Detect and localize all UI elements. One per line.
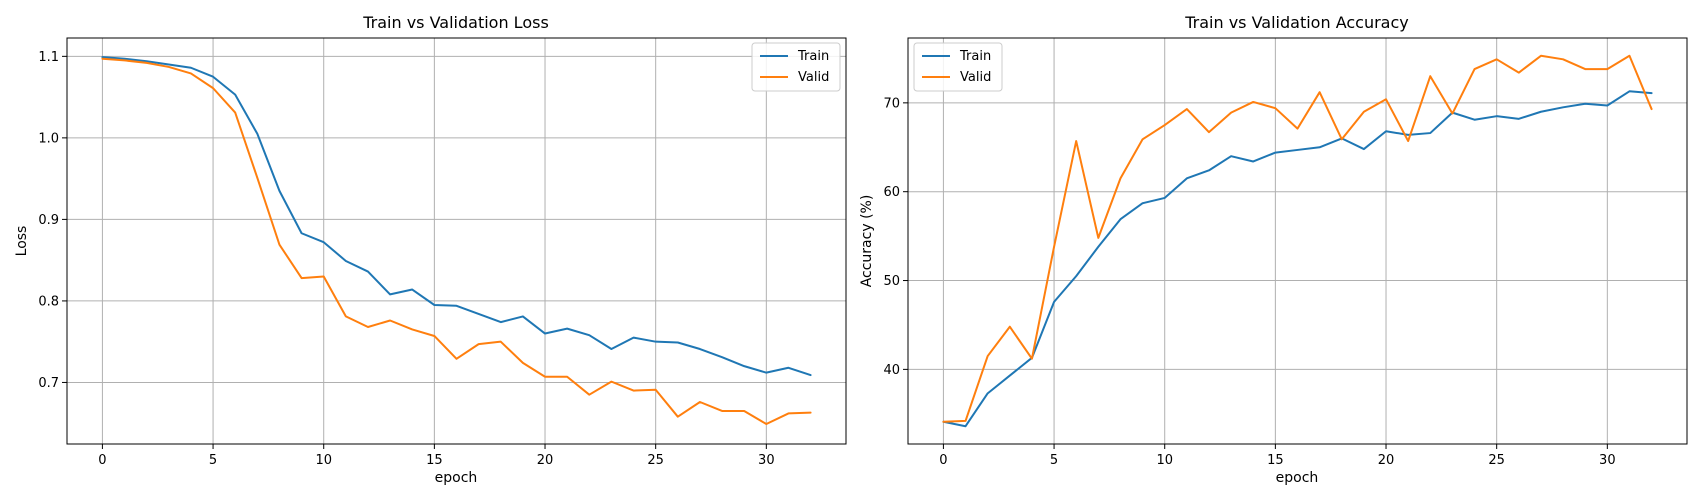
loss-train-line (101, 56, 812, 377)
accuracy-x-tick-label: 15 (1267, 453, 1284, 468)
accuracy-legend: Train Valid (913, 42, 1003, 92)
accuracy-series (942, 54, 1653, 428)
loss-x-tick-label: 25 (647, 453, 664, 468)
accuracy-train-line (942, 90, 1653, 428)
loss-grid (67, 38, 846, 444)
accuracy-legend-train-label: Train (959, 49, 991, 64)
accuracy-x-tick-label: 25 (1488, 453, 1505, 468)
loss-legend-valid-label: Valid (798, 70, 829, 85)
accuracy-y-tick-label: 50 (883, 274, 900, 289)
loss-y-tick-label: 0.7 (38, 376, 59, 391)
loss-x-tick-label: 5 (209, 453, 217, 468)
accuracy-chart-title: Train vs Validation Accuracy (1184, 13, 1409, 32)
accuracy-axes-frame (907, 37, 1688, 445)
loss-chart: 0 5 10 15 20 25 30 0.7 0.8 0.9 1.0 1.1 Train vs Val… (14, 13, 847, 486)
loss-legend-train-label: Train (797, 49, 829, 64)
accuracy-x-tick-label: 5 (1050, 453, 1058, 468)
accuracy-x-axis-label: epoch (1276, 470, 1319, 486)
accuracy-legend-valid-label: Valid (960, 70, 991, 85)
loss-plot-area (67, 38, 846, 444)
loss-y-tick-label: 0.8 (38, 294, 59, 309)
accuracy-x-tick-label: 30 (1599, 453, 1616, 468)
accuracy-chart: 0 5 10 15 20 25 30 40 50 60 70 Train vs Validation… (859, 13, 1688, 486)
accuracy-y-tick-label: 70 (883, 96, 900, 111)
loss-x-tick-label: 10 (315, 453, 332, 468)
accuracy-y-tick-label: 60 (883, 185, 900, 200)
loss-y-axis-label: Loss (14, 226, 30, 257)
accuracy-y-tick-label: 40 (883, 363, 900, 378)
accuracy-plot-area (908, 38, 1687, 444)
accuracy-x-tick-label: 20 (1378, 453, 1395, 468)
accuracy-valid-line (942, 54, 1653, 423)
loss-ticks: 0 5 10 15 20 25 30 0.7 0.8 0.9 1.0 1.1 (38, 50, 774, 468)
loss-y-tick-label: 1.0 (38, 131, 59, 146)
accuracy-y-axis-label: Accuracy (%) (859, 195, 875, 288)
accuracy-x-tick-label: 10 (1156, 453, 1173, 468)
accuracy-x-tick-label: 0 (939, 453, 947, 468)
accuracy-ticks: 0 5 10 15 20 25 30 40 50 60 70 (883, 96, 1615, 468)
loss-legend: Train Valid (751, 42, 841, 92)
loss-x-tick-label: 20 (537, 453, 554, 468)
loss-x-tick-label: 0 (98, 453, 106, 468)
accuracy-grid (908, 38, 1687, 444)
loss-y-tick-label: 0.9 (38, 213, 59, 228)
loss-axes-frame (66, 37, 847, 445)
loss-x-axis-label: epoch (435, 470, 478, 486)
loss-x-tick-label: 30 (758, 453, 775, 468)
loss-chart-title: Train vs Validation Loss (362, 13, 549, 32)
loss-y-tick-label: 1.1 (38, 50, 59, 65)
loss-valid-line (101, 57, 812, 426)
loss-x-tick-label: 15 (426, 453, 443, 468)
loss-series (101, 56, 812, 426)
